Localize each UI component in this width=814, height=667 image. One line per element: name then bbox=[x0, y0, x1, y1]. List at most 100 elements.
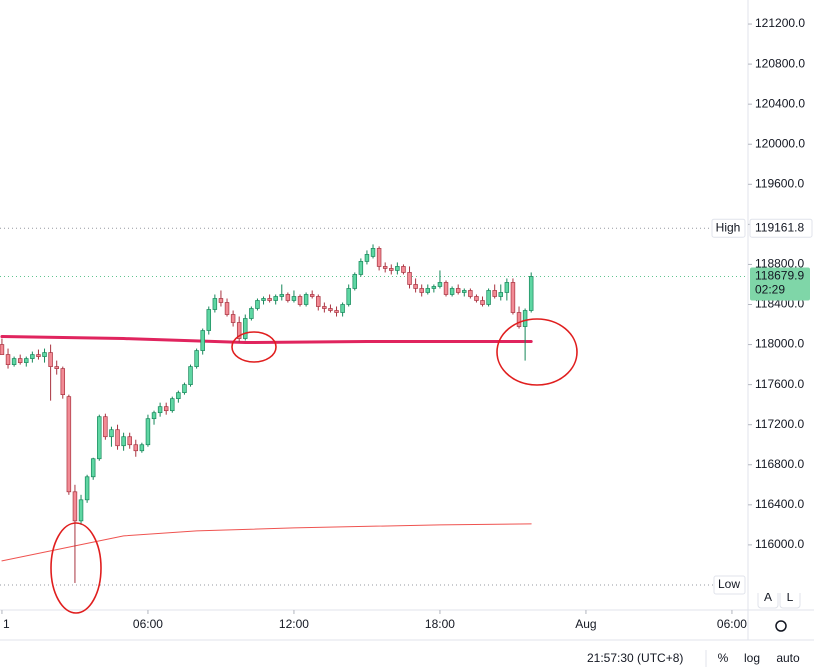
percent-toggle[interactable]: % bbox=[718, 651, 729, 665]
candle-body bbox=[395, 266, 400, 271]
x-tick-label: 12:00 bbox=[279, 617, 309, 631]
candle-body bbox=[486, 290, 491, 305]
candle-body bbox=[206, 309, 212, 331]
candle-body bbox=[30, 354, 35, 359]
candle-body bbox=[449, 288, 455, 295]
candle-body bbox=[249, 308, 254, 319]
settings-icon[interactable] bbox=[775, 620, 787, 632]
candle-body bbox=[510, 282, 516, 313]
candle-body bbox=[285, 294, 291, 301]
label-box bbox=[713, 575, 746, 595]
candle-body bbox=[291, 296, 297, 301]
y-tick-label: 116400.0 bbox=[755, 497, 804, 511]
candle-body bbox=[200, 330, 205, 351]
candle-body bbox=[5, 354, 11, 365]
auto-toggle[interactable]: auto bbox=[776, 651, 800, 665]
candle-body bbox=[303, 294, 309, 305]
candle-body bbox=[407, 272, 412, 285]
y-tick-label: 117200.0 bbox=[755, 417, 804, 431]
candle-body bbox=[236, 322, 242, 339]
candle-body bbox=[151, 412, 157, 420]
candle-body bbox=[66, 396, 72, 493]
candle-body bbox=[133, 444, 139, 452]
indicator-line bbox=[0, 335, 533, 345]
button-label: A bbox=[764, 590, 772, 604]
high-label: High bbox=[716, 220, 741, 234]
candle-body bbox=[182, 384, 187, 393]
candle-body bbox=[48, 352, 53, 367]
candle-body bbox=[157, 406, 163, 414]
candle-body bbox=[370, 248, 376, 257]
candle-body bbox=[84, 476, 90, 501]
candle-body bbox=[17, 358, 23, 363]
x-tick-label: Aug bbox=[575, 617, 596, 631]
candle-body bbox=[462, 290, 467, 293]
candle-body bbox=[36, 354, 41, 357]
annotation-circle bbox=[496, 318, 578, 386]
annotation-circle bbox=[50, 522, 102, 614]
candle-body bbox=[24, 358, 29, 363]
candle-body bbox=[425, 288, 431, 293]
candle-body bbox=[72, 491, 78, 522]
candle-body bbox=[145, 418, 151, 446]
y-tick-label: 120400.0 bbox=[755, 96, 805, 110]
candle-body bbox=[352, 274, 358, 289]
candle-body bbox=[224, 302, 230, 315]
candle-body bbox=[255, 300, 260, 309]
clock: 21:57:30 (UTC+8) bbox=[587, 651, 683, 665]
candle-body bbox=[522, 310, 528, 327]
x-tick-label: 1 bbox=[3, 617, 10, 631]
x-tick-label: 06:00 bbox=[133, 617, 163, 631]
y-tick-label: 118000.0 bbox=[755, 337, 804, 351]
candle-body bbox=[218, 298, 224, 303]
x-tick-label: 18:00 bbox=[425, 617, 455, 631]
y-tick-label: 120000.0 bbox=[755, 136, 805, 150]
candle-body bbox=[309, 294, 315, 297]
label-box bbox=[711, 218, 746, 238]
candle-body bbox=[273, 296, 278, 301]
log-toggle[interactable]: log bbox=[744, 651, 760, 665]
candle-body bbox=[389, 268, 394, 271]
candle-body bbox=[498, 292, 504, 297]
candle-body bbox=[194, 350, 199, 367]
candle-body bbox=[212, 298, 218, 310]
candle-body bbox=[97, 416, 102, 460]
candle-body bbox=[279, 294, 285, 297]
candle-body bbox=[413, 284, 418, 289]
candle-body bbox=[492, 290, 497, 297]
low-label: Low bbox=[718, 577, 740, 591]
candle-body bbox=[528, 276, 534, 311]
candle-body bbox=[78, 499, 84, 522]
last-price-box bbox=[750, 267, 810, 301]
y-tick-label: 116800.0 bbox=[755, 457, 804, 471]
button-label: L bbox=[787, 590, 794, 604]
candle-body bbox=[267, 298, 272, 301]
candle-body bbox=[139, 444, 145, 452]
candle-body bbox=[455, 288, 461, 293]
candle-body bbox=[316, 296, 321, 307]
candle-body bbox=[297, 296, 303, 305]
candle-body bbox=[504, 282, 510, 293]
candle-body bbox=[358, 261, 364, 275]
label-box bbox=[749, 218, 813, 238]
candle-body bbox=[109, 429, 114, 438]
candle-body bbox=[431, 286, 437, 289]
candle-body bbox=[474, 296, 479, 301]
candle-body bbox=[11, 358, 17, 365]
candle-body bbox=[480, 300, 485, 305]
high-value: 119161.8 bbox=[755, 220, 804, 234]
candle-body bbox=[115, 429, 120, 447]
candle-body bbox=[163, 406, 169, 412]
candle-body bbox=[364, 254, 370, 262]
candle-body bbox=[170, 398, 175, 412]
annotations bbox=[50, 318, 578, 614]
candle-body bbox=[230, 314, 236, 323]
candle-body bbox=[376, 248, 382, 267]
label-box bbox=[750, 576, 812, 593]
candle-body bbox=[334, 310, 339, 313]
y-tick-label: 120800.0 bbox=[755, 56, 805, 70]
candle-body bbox=[340, 304, 345, 313]
candle-body bbox=[60, 368, 66, 395]
